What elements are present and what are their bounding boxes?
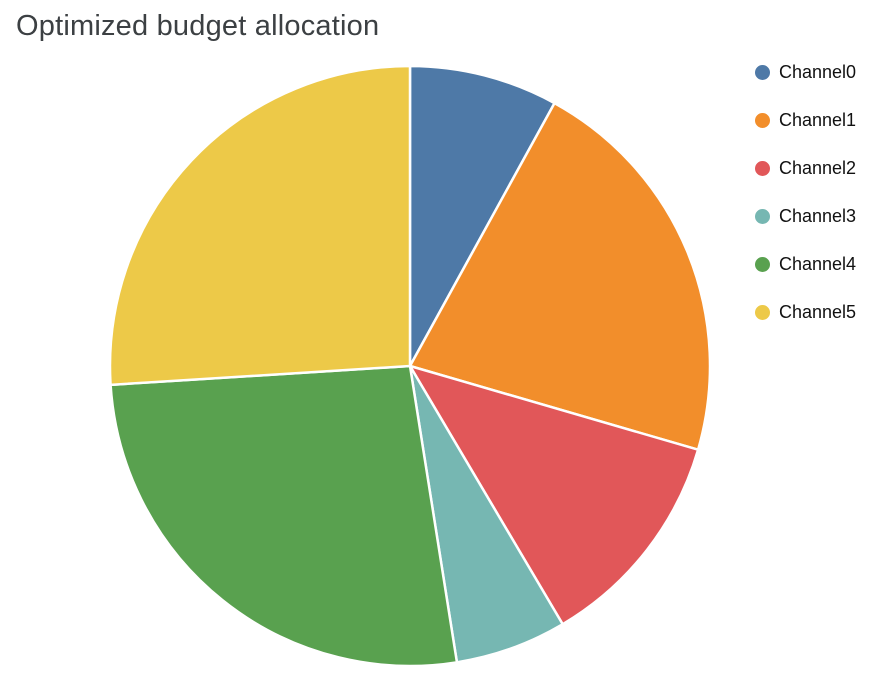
legend-marker-icon <box>755 305 770 320</box>
legend: Channel0 Channel1 Channel2 Channel3 Channel4… <box>755 62 856 323</box>
legend-marker-icon <box>755 257 770 272</box>
pie-slice-channel5 <box>108 64 412 387</box>
pie-slice-channel0 <box>408 64 556 368</box>
pie-slice-channel1 <box>408 101 712 451</box>
legend-item-channel5: Channel5 <box>755 302 856 323</box>
legend-label: Channel2 <box>779 158 857 178</box>
legend-label: Channel3 <box>779 206 857 226</box>
legend-label: Channel1 <box>779 110 857 130</box>
legend-marker-icon <box>755 113 770 128</box>
pie-slice-channel4 <box>109 364 459 668</box>
pie-slice-channel2 <box>408 364 700 626</box>
chart-title: Optimized budget allocation <box>16 10 380 42</box>
legend-marker-icon <box>755 209 770 224</box>
legend-item-channel0: Channel0 <box>755 62 856 83</box>
legend-item-channel4: Channel4 <box>755 254 856 275</box>
legend-marker-icon <box>755 161 770 176</box>
legend-label: Channel0 <box>779 62 857 82</box>
legend-label: Channel4 <box>779 254 857 274</box>
legend-item-channel3: Channel3 <box>755 206 856 227</box>
legend-item-channel1: Channel1 <box>755 110 856 131</box>
legend-marker-icon <box>755 65 770 80</box>
legend-item-channel2: Channel2 <box>755 158 856 179</box>
legend-label: Channel5 <box>779 302 857 322</box>
